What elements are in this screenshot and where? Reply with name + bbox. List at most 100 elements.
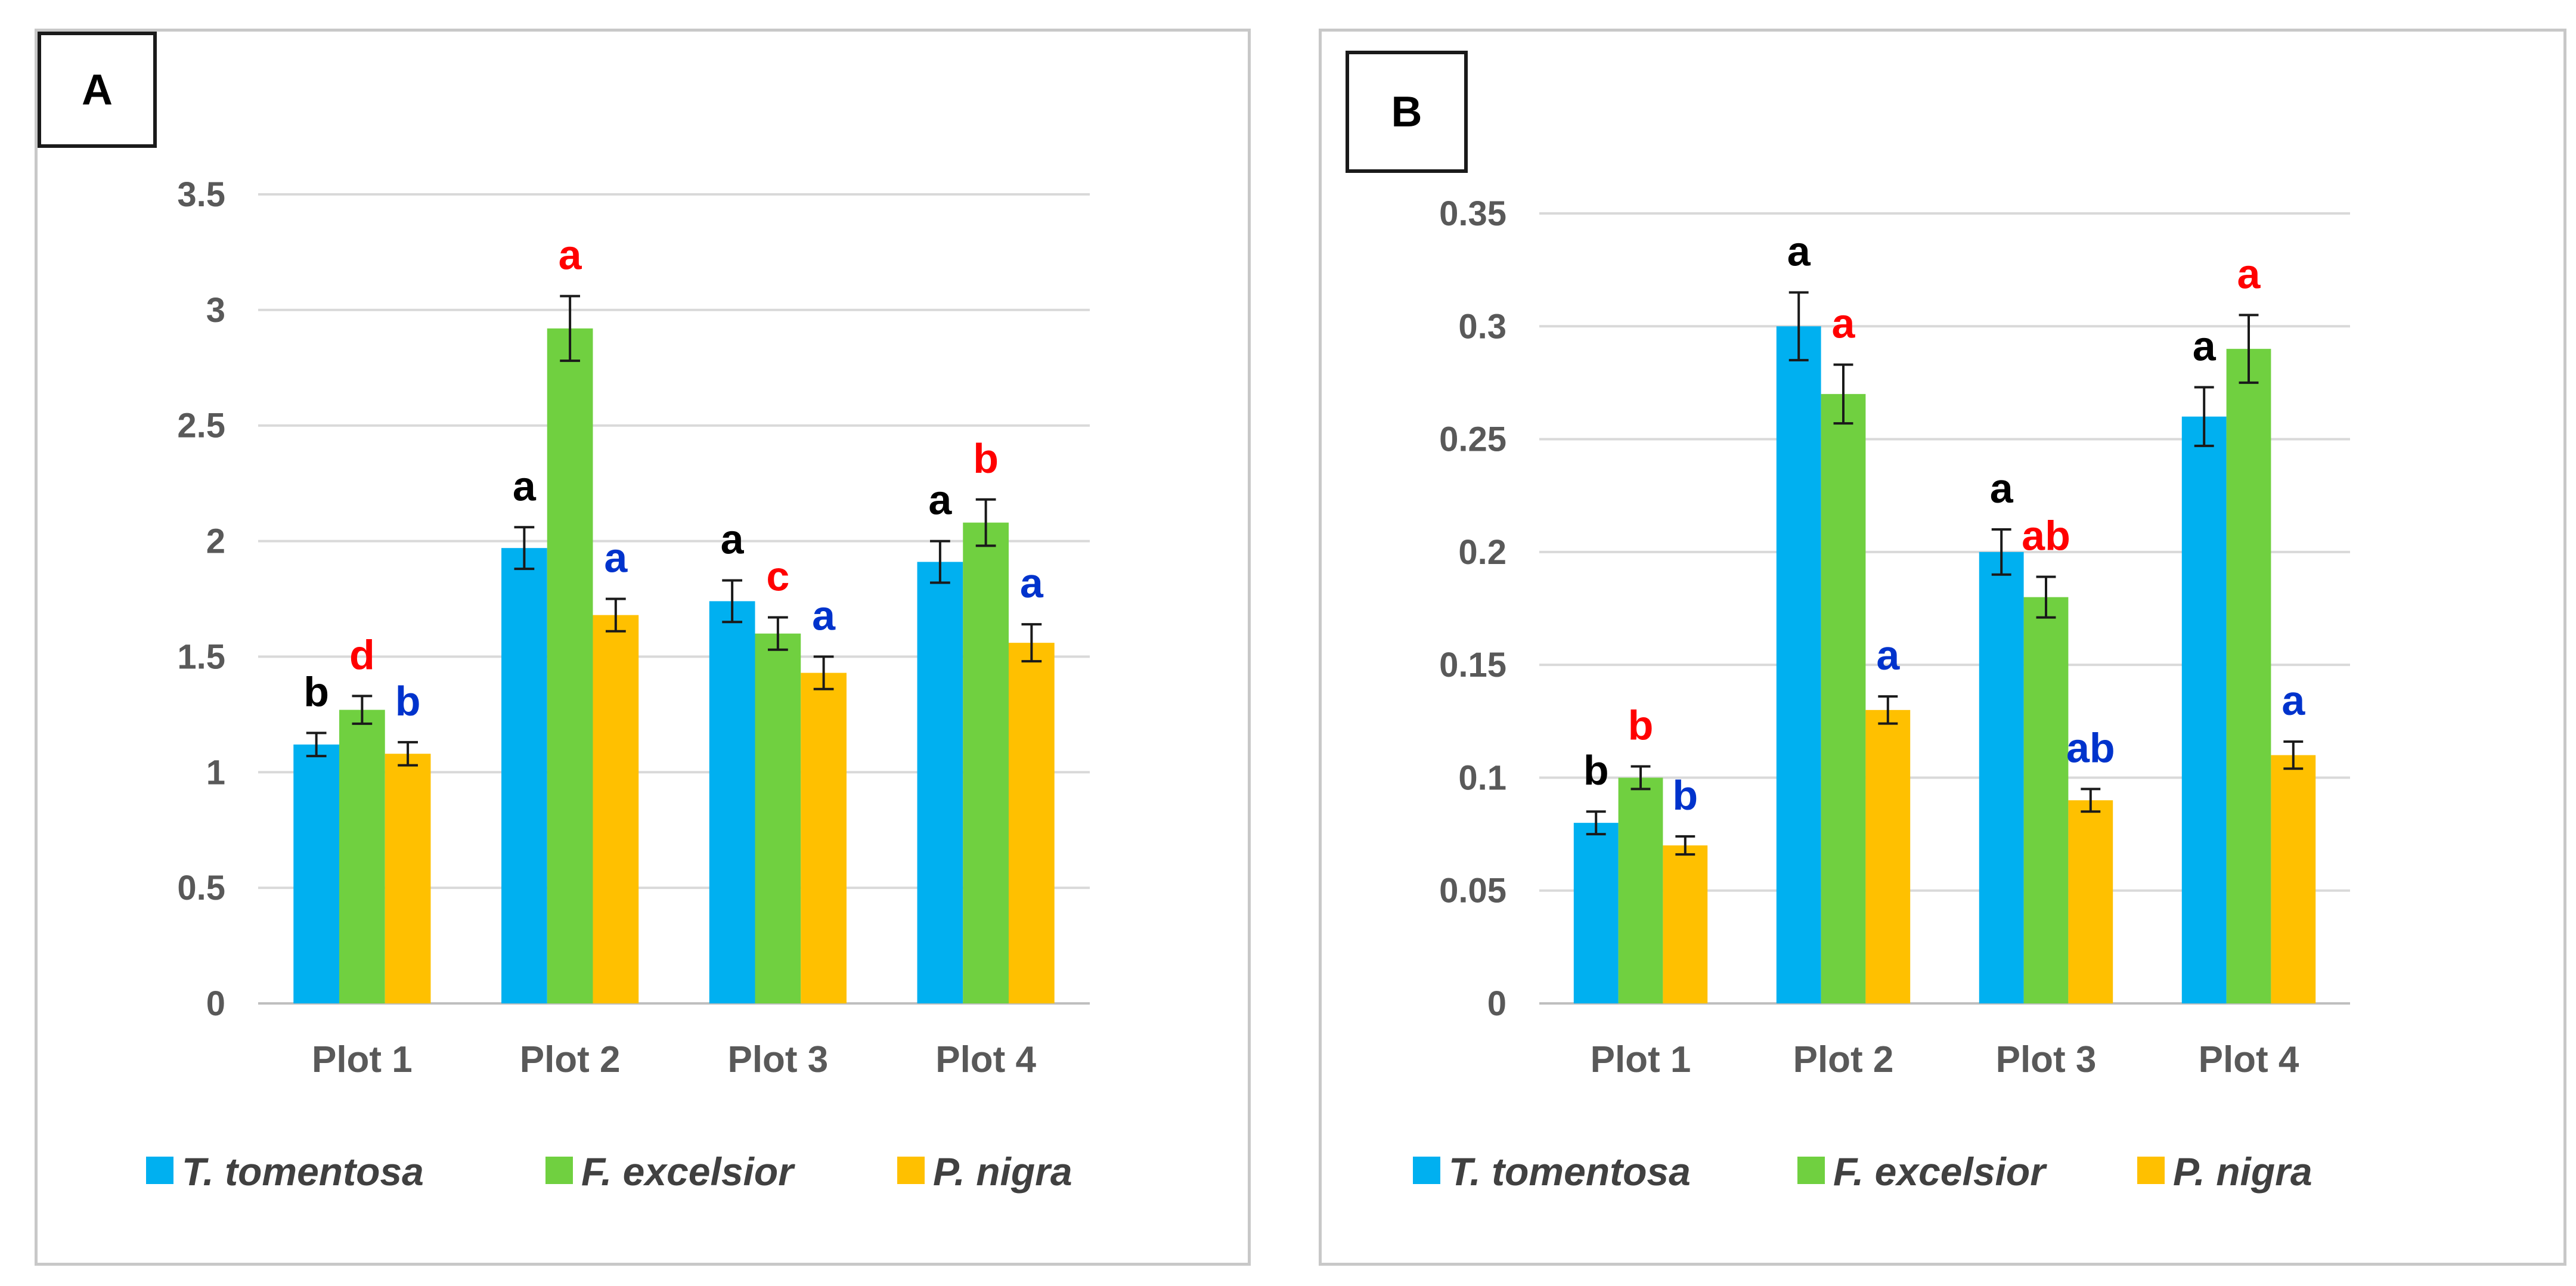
error-bar xyxy=(398,740,418,767)
x-category-label: Plot 1 xyxy=(312,1039,413,1080)
error-bar xyxy=(1675,835,1695,856)
bar-t-tomentosa-2 xyxy=(1776,326,1821,1004)
legend-swatch xyxy=(146,1157,173,1184)
error-bar xyxy=(560,295,581,362)
legend-swatch xyxy=(1797,1157,1825,1184)
significance-letter: a xyxy=(2237,250,2261,297)
bar-f-excelsior-4 xyxy=(2226,349,2271,1004)
significance-letter: d xyxy=(349,631,375,678)
y-tick-label: 0.35 xyxy=(1439,194,1506,233)
legend-swatch xyxy=(1413,1157,1440,1184)
error-bar xyxy=(2194,386,2214,447)
y-tick-label: 1 xyxy=(206,753,225,792)
significance-letter: a xyxy=(812,592,836,639)
y-tick-label: 1.5 xyxy=(177,637,225,676)
y-tick-label: 0.5 xyxy=(177,869,225,907)
significance-letter: a xyxy=(2193,323,2217,370)
bar-f-excelsior-2 xyxy=(547,328,593,1003)
bar-t-tomentosa-3 xyxy=(1979,551,2024,1003)
error-bar xyxy=(2081,788,2101,813)
significance-letter: ab xyxy=(2022,513,2070,559)
y-tick-label: 2 xyxy=(206,522,225,561)
y-tick-label: 3 xyxy=(206,291,225,330)
x-category-label: Plot 2 xyxy=(1793,1039,1894,1080)
bar-t-tomentosa-1 xyxy=(293,744,340,1003)
significance-letter: ab xyxy=(2066,724,2115,771)
bar-f-excelsior-3 xyxy=(755,633,801,1003)
legend-label: F. excelsior xyxy=(581,1149,795,1194)
bar-t-tomentosa-3 xyxy=(709,601,755,1003)
significance-letter: a xyxy=(1876,632,1900,678)
error-bar xyxy=(1878,695,1898,725)
error-bar xyxy=(1991,528,2011,576)
y-tick-label: 3.5 xyxy=(177,175,225,214)
y-tick-label: 0 xyxy=(206,984,225,1023)
error-bar xyxy=(767,616,788,651)
y-tick-label: 2.5 xyxy=(177,407,225,445)
significance-letter: b xyxy=(303,668,329,715)
legend-label: T. tomentosa xyxy=(182,1149,424,1194)
error-bar xyxy=(2036,575,2056,619)
panel-label-b: B xyxy=(1346,51,1468,173)
error-bar xyxy=(1586,810,1606,836)
x-category-label: Plot 1 xyxy=(1591,1039,1691,1080)
error-bar xyxy=(514,526,535,571)
significance-letter: a xyxy=(1832,300,1856,347)
y-tick-label: 0.2 xyxy=(1458,533,1506,572)
y-tick-label: 0.15 xyxy=(1439,646,1506,684)
significance-letter: b xyxy=(1672,772,1698,819)
bar-p-nigra-1 xyxy=(385,754,431,1003)
significance-letter: b xyxy=(1628,702,1654,749)
legend-label: P. nigra xyxy=(933,1149,1072,1194)
significance-letter: c xyxy=(766,553,789,600)
error-bar xyxy=(2283,740,2304,770)
significance-letter: b xyxy=(973,435,999,482)
error-bar xyxy=(2239,314,2259,384)
bar-p-nigra-2 xyxy=(593,615,639,1003)
bar-t-tomentosa-2 xyxy=(501,548,547,1003)
bar-p-nigra-3 xyxy=(2068,800,2113,1003)
error-bar xyxy=(352,695,373,725)
error-bar xyxy=(1630,765,1651,791)
error-bar xyxy=(813,655,834,690)
significance-letter: a xyxy=(2281,677,2305,724)
bar-f-excelsior-4 xyxy=(963,522,1009,1003)
legend-swatch xyxy=(2137,1157,2165,1184)
panel-label-a: A xyxy=(38,32,157,148)
bar-p-nigra-4 xyxy=(1008,643,1055,1003)
bar-f-excelsior-1 xyxy=(339,709,385,1003)
chart-panel-a: A 0 0.5 1 1.5 2 2.5 3 3.5 Plot 1 b d b Plot 2 a a a Plot… xyxy=(35,29,1251,1266)
x-category-label: Plot 3 xyxy=(727,1039,828,1080)
error-bar xyxy=(306,732,327,758)
x-category-label: Plot 2 xyxy=(520,1039,621,1080)
error-bar xyxy=(1021,623,1042,663)
significance-letter: a xyxy=(928,477,952,523)
significance-letter: a xyxy=(1990,465,2014,512)
bar-t-tomentosa-4 xyxy=(917,562,963,1003)
significance-letter: a xyxy=(559,232,582,278)
bar-p-nigra-4 xyxy=(2271,755,2316,1003)
y-tick-label: 0.3 xyxy=(1458,307,1506,346)
error-bar xyxy=(722,579,743,624)
bar-p-nigra-3 xyxy=(801,673,847,1003)
x-category-label: Plot 4 xyxy=(935,1039,1036,1080)
y-tick-label: 0.1 xyxy=(1458,758,1506,797)
legend-label: P. nigra xyxy=(2173,1149,2312,1194)
bar-f-excelsior-3 xyxy=(2023,597,2069,1003)
significance-letter: a xyxy=(1787,228,1811,275)
bar-p-nigra-2 xyxy=(1865,709,1911,1003)
bar-t-tomentosa-1 xyxy=(1573,823,1619,1003)
x-category-label: Plot 3 xyxy=(1996,1039,2097,1080)
error-bar xyxy=(605,597,626,633)
chart-panel-b: B 0 0.05 0.1 0.15 0.2 0.25 0.3 0.35 Plot 1 b b b Plo… xyxy=(1319,29,2566,1266)
legend-label: T. tomentosa xyxy=(1449,1149,1691,1194)
significance-letter: a xyxy=(604,535,628,581)
significance-letter: a xyxy=(513,463,537,509)
legend-label: F. excelsior xyxy=(1833,1149,2047,1194)
significance-letter: b xyxy=(1583,747,1609,794)
significance-letter: a xyxy=(721,516,745,562)
y-tick-label: 0.25 xyxy=(1439,420,1506,459)
significance-letter: a xyxy=(1020,560,1044,606)
